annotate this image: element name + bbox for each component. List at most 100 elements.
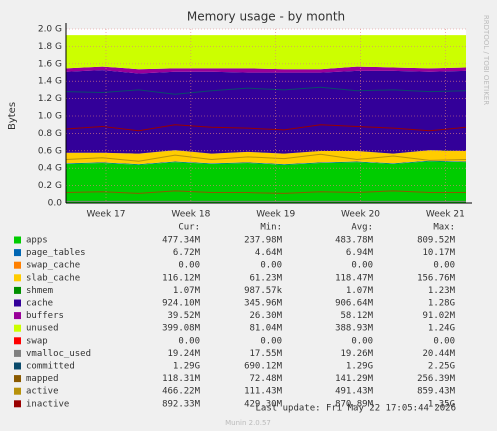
legend-stat: 1.29G [346, 362, 373, 372]
legend-stat: 19.24M [167, 349, 200, 359]
legend-stat: 1.24G [428, 324, 455, 334]
legend-stat: 859.43M [417, 387, 456, 397]
area [66, 70, 466, 154]
x-tick-label: Week 17 [87, 210, 126, 220]
legend-header: Cur: [178, 223, 200, 233]
legend-swatch [14, 324, 21, 332]
legend-stat: 0.00 [433, 261, 455, 271]
legend-swatch [14, 362, 21, 370]
legend-label: swap_cache [26, 261, 80, 271]
line [65, 153, 467, 162]
legend-label: committed [26, 362, 75, 372]
legend-stat: 116.12M [162, 273, 201, 283]
y-tick-label: 0.2 G [38, 181, 62, 191]
legend-stat: 141.29M [335, 374, 374, 384]
legend-stat: 39.52M [167, 311, 200, 321]
legend-swatch [14, 312, 21, 320]
legend-stat: 20.44M [422, 349, 455, 359]
legend-label: cache [26, 299, 53, 309]
legend-label: vmalloc_used [26, 349, 91, 359]
legend-swatch [14, 387, 21, 395]
x-tick-label: Week 20 [341, 210, 380, 220]
legend-stat: 1.29G [173, 362, 200, 372]
legend-stat: 26.30M [249, 311, 282, 321]
y-tick-label: 1.6 G [38, 59, 62, 69]
footer: Munin 2.0.57 [225, 419, 271, 427]
legend-stat: 0.00 [178, 336, 200, 346]
legend-label: shmem [26, 286, 53, 296]
legend-stat: 72.48M [249, 374, 282, 384]
legend-stat: 118.47M [335, 273, 374, 283]
y-tick-label: 2.0 G [38, 25, 62, 35]
legend-stat: 1.23M [428, 286, 456, 296]
legend-stat: 58.12M [340, 311, 373, 321]
legend-stat: 237.98M [244, 236, 283, 246]
legend-stat: 483.78M [335, 236, 374, 246]
legend-stat: 0.00 [178, 261, 200, 271]
legend-header: Max: [433, 223, 455, 233]
legend-stat: 892.33M [162, 399, 201, 409]
legend-header: Min: [260, 223, 282, 233]
area [66, 150, 466, 165]
x-tick-label: Week 18 [171, 210, 210, 220]
legend-stat: 809.52M [417, 236, 456, 246]
legend-stat: 91.02M [422, 311, 455, 321]
y-tick-label: 0.4 G [38, 164, 62, 174]
line [65, 190, 466, 194]
legend-stat: 690.12M [244, 362, 283, 372]
legend-swatch [14, 261, 21, 269]
legend-swatch [14, 337, 21, 345]
legend-stat: 0.00 [260, 261, 282, 271]
legend-label: active [26, 387, 59, 397]
legend-stat: 61.23M [249, 273, 282, 283]
legend-swatch [14, 349, 21, 357]
legend-stat: 156.76M [417, 273, 456, 283]
line [65, 86, 467, 95]
x-tick-label: Week 19 [256, 210, 295, 220]
last-update: Last update: Fri May 22 17:05:44 2026 [256, 404, 456, 414]
side-text: RRDTOOL / TOBI OETIKER [482, 15, 490, 105]
legend-swatch [14, 274, 21, 282]
legend-stat: 987.57k [244, 286, 283, 296]
legend-label: apps [26, 236, 48, 246]
legend-stat: 256.39M [417, 374, 456, 384]
legend-label: buffers [26, 311, 64, 321]
legend-stat: 906.64M [335, 299, 374, 309]
legend-stat: 0.00 [351, 261, 373, 271]
x-tick-label: Week 21 [426, 210, 465, 220]
legend-label: page_tables [26, 248, 86, 258]
y-tick-label: 1.4 G [38, 77, 62, 87]
legend-swatch [14, 286, 21, 294]
legend-stat: 429.30M [244, 399, 283, 409]
y-tick-label: 0.0 [48, 199, 63, 209]
legend-label: unused [26, 324, 59, 334]
legend-stat: 17.55M [249, 349, 282, 359]
legend-stat: 1.07M [346, 286, 374, 296]
line [65, 124, 467, 132]
area [66, 35, 466, 70]
legend-stat: 1.35G [428, 399, 455, 409]
y-axis-label: Bytes [7, 102, 18, 130]
y-tick-label: 0.6 G [38, 146, 62, 156]
legend-stat: 345.96M [244, 299, 283, 309]
area [66, 66, 466, 74]
legend-stat: 1.07M [173, 286, 201, 296]
legend-stat: 388.93M [335, 324, 374, 334]
legend-label: swap [26, 336, 48, 346]
legend-stat: 118.31M [162, 374, 201, 384]
legend-swatch [14, 400, 21, 408]
legend-stat: 10.17M [422, 248, 455, 258]
legend-label: mapped [26, 374, 59, 384]
y-tick-label: 1.8 G [38, 42, 62, 52]
legend-stat: 0.00 [351, 336, 373, 346]
legend-stat: 924.10M [162, 299, 201, 309]
y-tick-label: 0.8 G [38, 129, 62, 139]
legend-swatch [14, 249, 21, 257]
legend-stat: 111.43M [244, 387, 283, 397]
area [66, 160, 466, 165]
legend-stat: 491.43M [335, 387, 374, 397]
legend-stat: 477.34M [162, 236, 201, 246]
legend-header: Avg: [351, 223, 373, 233]
